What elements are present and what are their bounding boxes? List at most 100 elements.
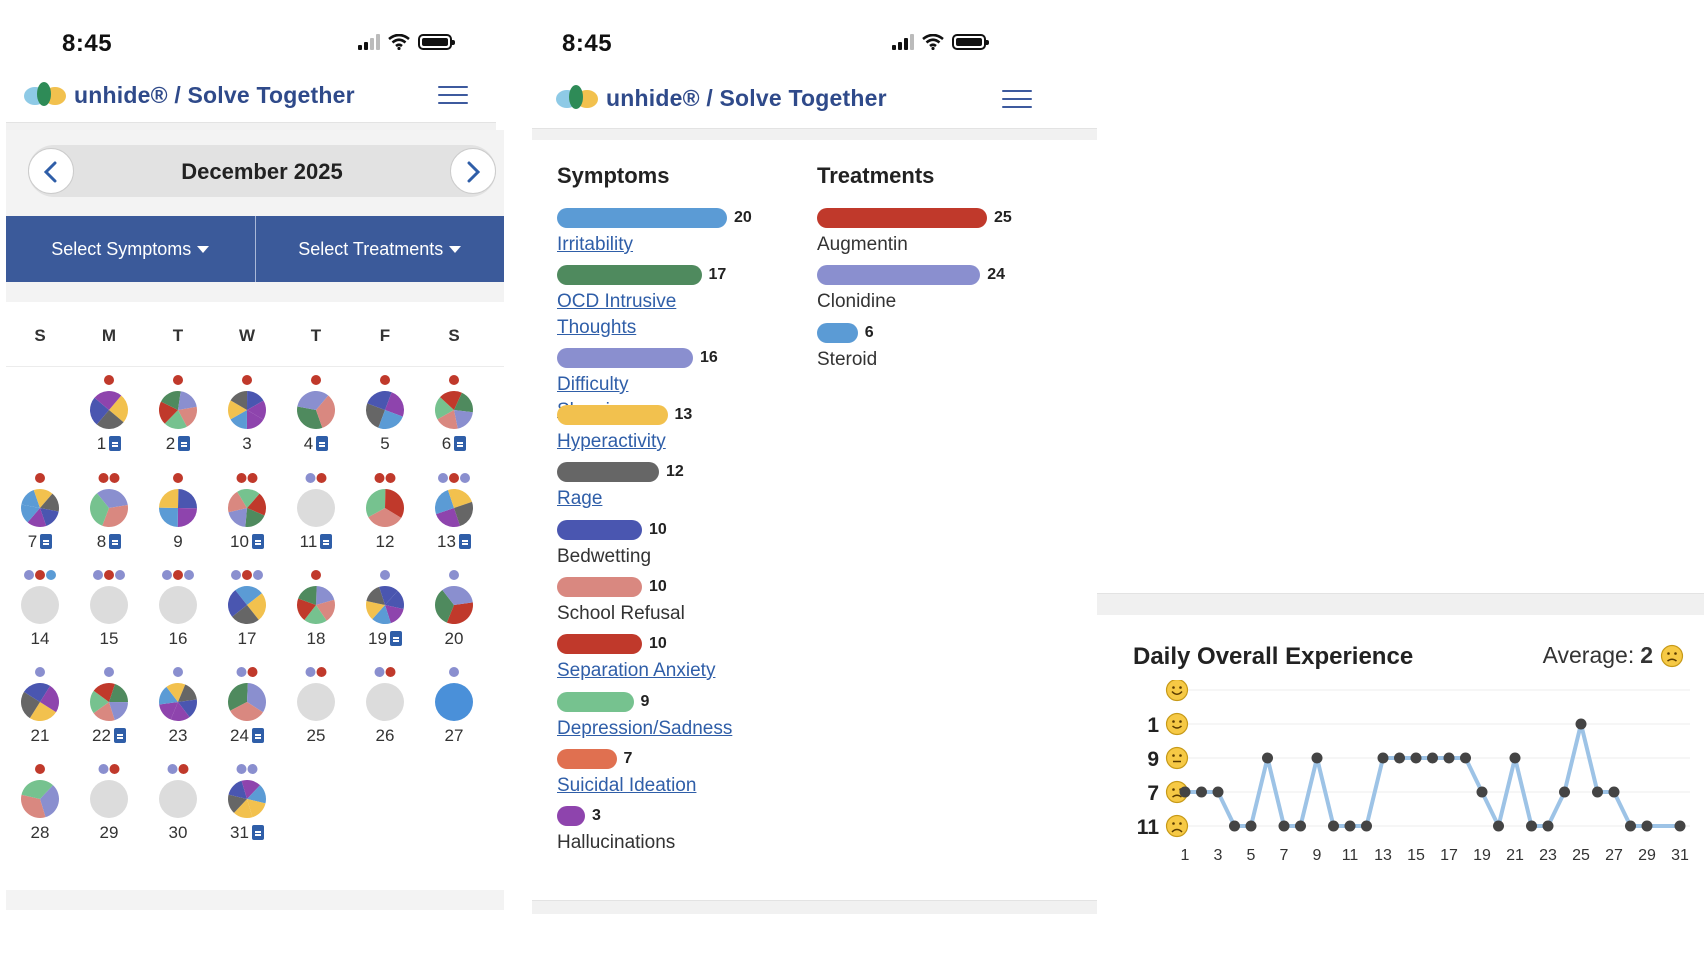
count-value: 20	[734, 209, 752, 226]
symptom-link[interactable]: Suicidal Ideation	[557, 775, 697, 796]
day-number-text: 6	[441, 434, 452, 453]
count-value: 9	[640, 693, 650, 710]
symptom-link[interactable]: Depression/Sadness	[557, 718, 733, 739]
calendar-day[interactable]: 24	[217, 664, 277, 756]
note-icon[interactable]	[40, 534, 53, 549]
next-month-button[interactable]	[450, 148, 496, 194]
symptom-link[interactable]: Rage	[557, 488, 603, 509]
note-icon[interactable]	[109, 436, 122, 451]
select-treatments-button[interactable]: Select Treatments	[254, 216, 504, 282]
calendar-day[interactable]: 25	[286, 664, 346, 756]
menu-icon[interactable]	[438, 86, 468, 104]
menu-icon[interactable]	[1002, 90, 1032, 108]
count-bar	[817, 208, 987, 228]
weekday-label: F	[379, 326, 391, 345]
calendar-day[interactable]: 23	[148, 664, 208, 756]
data-point	[1427, 752, 1438, 764]
calendar-day[interactable]: 12	[355, 470, 415, 562]
day-number: 23	[148, 726, 208, 746]
data-point	[1542, 820, 1554, 832]
item-label: Bedwetting	[557, 546, 652, 567]
calendar-day[interactable]: 5	[355, 372, 415, 464]
calendar-day[interactable]: 7	[10, 470, 70, 562]
calendar-day[interactable]: 13	[424, 470, 484, 562]
symptom-link[interactable]: OCD Intrusive Thoughts	[557, 291, 677, 338]
symptom-link[interactable]: Hyperactivity	[557, 431, 666, 452]
note-icon[interactable]	[178, 436, 191, 451]
note-icon[interactable]	[113, 728, 126, 743]
note-icon[interactable]	[109, 534, 122, 549]
month-navigator: December 2025	[28, 145, 496, 197]
calendar-day[interactable]: 2	[148, 372, 208, 464]
note-icon[interactable]	[251, 534, 264, 549]
calendar-day[interactable]: 26	[355, 664, 415, 756]
calendar-day[interactable]: 6	[424, 372, 484, 464]
symptom-item[interactable]: 13 Hyperactivity	[557, 404, 807, 455]
count-bar	[557, 405, 668, 425]
calendar-day[interactable]: 8	[79, 470, 139, 562]
cellular-signal-icon	[892, 34, 914, 50]
note-icon[interactable]	[316, 436, 329, 451]
symptom-item[interactable]: 17 OCD Intrusive Thoughts	[557, 264, 807, 341]
symptom-item[interactable]: 7 Suicidal Ideation	[557, 748, 807, 799]
note-icon[interactable]	[251, 825, 264, 840]
calendar-day[interactable]: 10	[217, 470, 277, 562]
count-value: 10	[649, 521, 667, 538]
symptom-item[interactable]: 20 Irritability	[557, 207, 807, 258]
note-icon[interactable]	[251, 728, 264, 743]
status-time: 8:45	[62, 30, 113, 57]
note-icon[interactable]	[320, 534, 333, 549]
item-label: School Refusal	[557, 603, 685, 624]
note-icon[interactable]	[458, 534, 471, 549]
calendar-day[interactable]: 19	[355, 567, 415, 659]
count-value: 24	[987, 266, 1005, 283]
note-icon[interactable]	[389, 631, 402, 646]
symptom-item[interactable]: 9 Depression/Sadness	[557, 691, 807, 742]
header-divider	[532, 128, 1097, 140]
data-point	[1460, 752, 1471, 764]
day-number: 20	[424, 629, 484, 649]
symptom-pie-icon	[228, 764, 266, 818]
calendar-day[interactable]: 15	[79, 567, 139, 659]
day-number-text: 25	[306, 726, 326, 745]
calendar-day[interactable]: 16	[148, 567, 208, 659]
day-number-text: 1	[96, 434, 107, 453]
day-number-text: 19	[368, 629, 387, 648]
calendar-day[interactable]: 27	[424, 664, 484, 756]
day-number: 27	[424, 726, 484, 746]
calendar-day[interactable]: 1	[79, 372, 139, 464]
calendar-day[interactable]: 22	[79, 664, 139, 756]
symptom-item[interactable]: 12 Rage	[557, 461, 807, 512]
calendar-day[interactable]: 3	[217, 372, 277, 464]
symptom-link[interactable]: Separation Anxiety	[557, 660, 716, 681]
day-number: 6	[424, 434, 484, 454]
calendar-day[interactable]: 30	[148, 761, 208, 853]
day-number-text: 2	[165, 434, 176, 453]
symptom-link[interactable]: Irritability	[557, 234, 634, 255]
calendar-day[interactable]: 4	[286, 372, 346, 464]
previous-month-button[interactable]	[28, 148, 74, 194]
day-circle-icon	[90, 570, 128, 624]
select-symptoms-button[interactable]: Select Symptoms	[6, 216, 255, 282]
calendar-day[interactable]: 14	[10, 567, 70, 659]
weekday-label: T	[172, 326, 184, 345]
calendar-day[interactable]: 31	[217, 761, 277, 853]
calendar-day[interactable]: 9	[148, 470, 208, 562]
average-value: 2	[1640, 642, 1653, 668]
symptom-pie-icon	[159, 667, 197, 721]
day-number-text: 11	[299, 532, 318, 551]
day-number: 9	[148, 532, 208, 552]
symptom-item[interactable]: 10 Separation Anxiety	[557, 633, 807, 684]
caret-down-icon	[449, 245, 462, 253]
calendar-day[interactable]: 18	[286, 567, 346, 659]
calendar-day[interactable]: 28	[10, 761, 70, 853]
calendar-day[interactable]: 17	[217, 567, 277, 659]
calendar-day[interactable]: 11	[286, 470, 346, 562]
day-number: 15	[79, 629, 139, 649]
calendar-day[interactable]: 20	[424, 567, 484, 659]
calendar-day[interactable]: 21	[10, 664, 70, 756]
calendar-day[interactable]: 29	[79, 761, 139, 853]
day-number: 22	[79, 726, 139, 746]
count-value: 6	[864, 324, 874, 341]
note-icon[interactable]	[454, 436, 467, 451]
